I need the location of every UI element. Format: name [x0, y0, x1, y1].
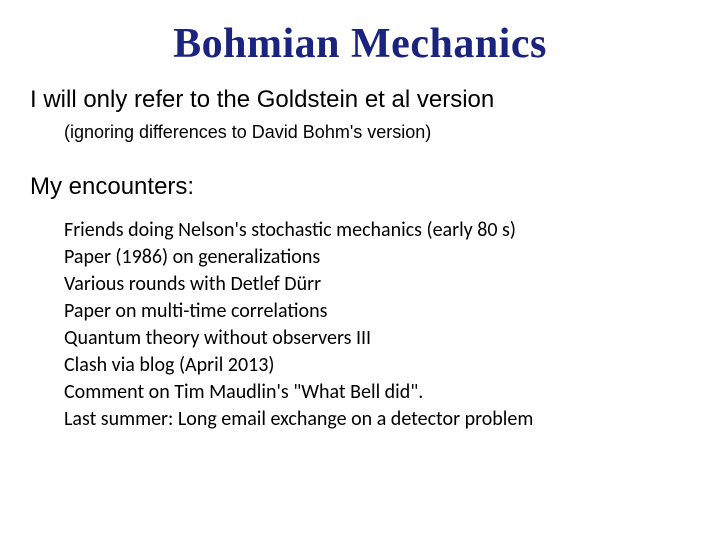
list-item: Friends doing Nelson's stochastic mechan…: [64, 217, 690, 244]
list-item: Clash via blog (April 2013): [64, 352, 690, 379]
slide-title: Bohmian Mechanics: [30, 20, 690, 68]
list-item: Paper (1986) on generalizations: [64, 244, 690, 271]
list-item: Quantum theory without observers III: [64, 325, 690, 352]
sub-note: (ignoring differences to David Bohm's ve…: [64, 122, 690, 143]
list-item: Last summer: Long email exchange on a de…: [64, 406, 690, 433]
list-item: Comment on Tim Maudlin's "What Bell did"…: [64, 379, 690, 406]
intro-line: I will only refer to the Goldstein et al…: [30, 86, 690, 114]
list-item: Paper on multi-time correlations: [64, 298, 690, 325]
encounters-list: Friends doing Nelson's stochastic mechan…: [64, 217, 690, 433]
list-item: Various rounds with Detlef Dürr: [64, 271, 690, 298]
encounters-header: My encounters:: [30, 173, 690, 201]
